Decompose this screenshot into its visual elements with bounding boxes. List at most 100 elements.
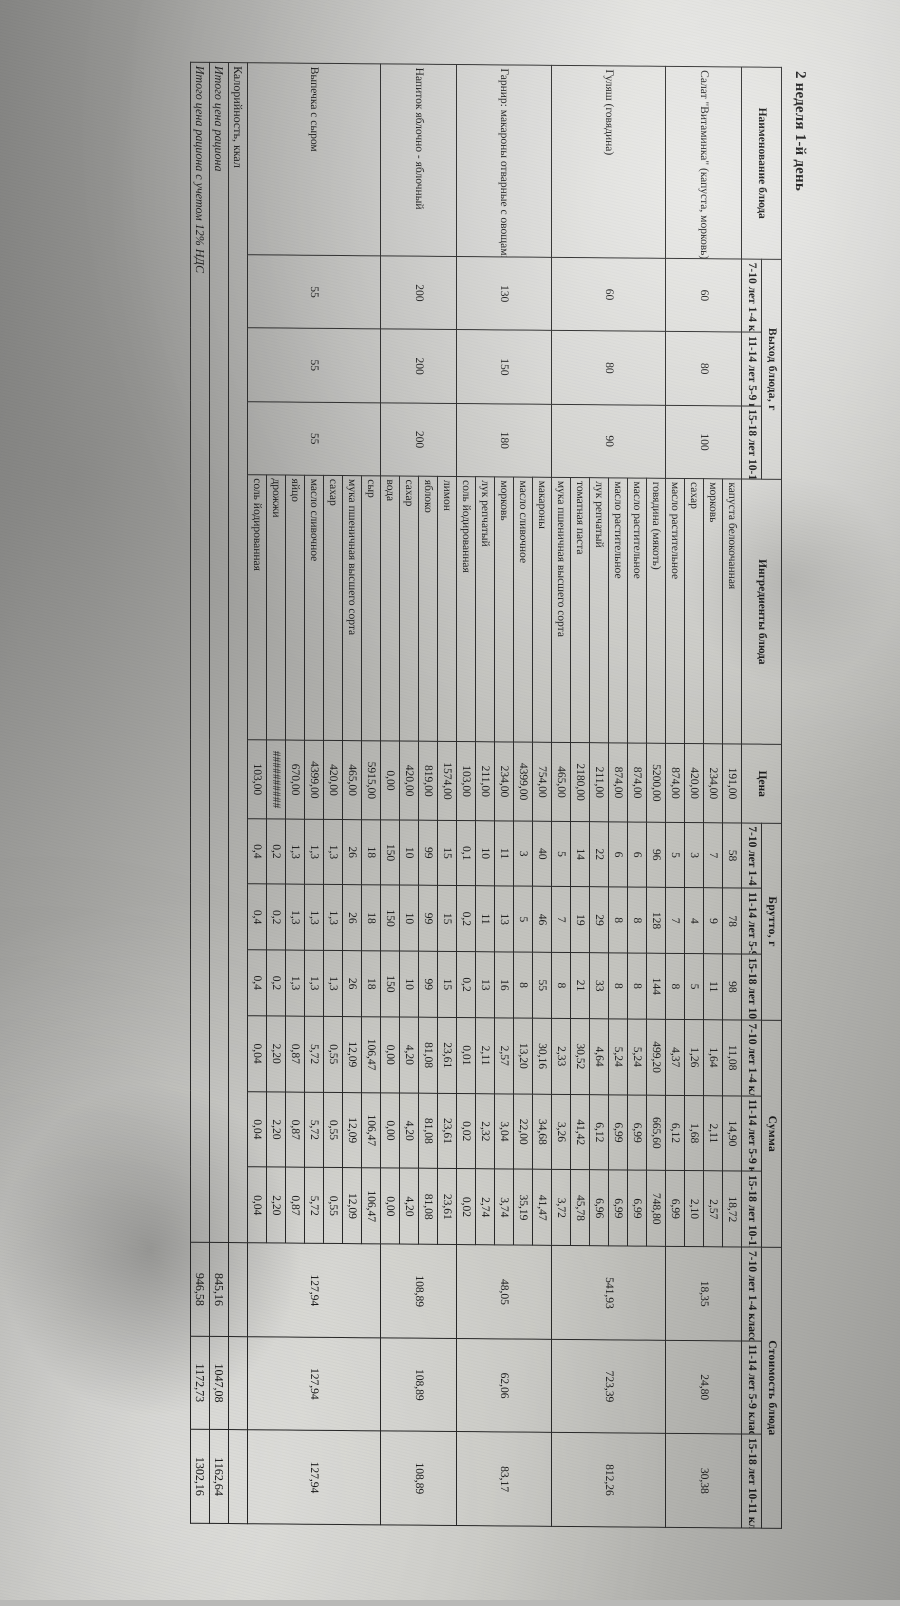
sum-cell: 106,47 xyxy=(361,1016,381,1093)
th-cost-age-2: 11-14 лет 5-9 класс xyxy=(741,1340,762,1435)
ingredient-price-cell: 191,00 xyxy=(722,744,742,823)
sum-cell: 2,57 xyxy=(703,1171,723,1248)
brutto-cell: 26 xyxy=(342,950,362,1017)
brutto-cell: 9 xyxy=(703,888,723,954)
sum-cell: 2,74 xyxy=(475,1169,495,1246)
brutto-cell: 99 xyxy=(418,819,438,886)
dish-cost-cell: 62,06 xyxy=(456,1338,552,1433)
menu-document: 2 неделя 1-й день Наименование блюда Вых… xyxy=(190,62,808,1537)
brutto-cell: 1,3 xyxy=(285,884,305,951)
sum-cell: 12,09 xyxy=(342,1092,362,1169)
output-gram-cell: 60 xyxy=(665,258,742,333)
sum-cell: 2,11 xyxy=(475,1017,495,1094)
summary-label: Калорийность, ккал xyxy=(228,62,248,1244)
sum-cell: 6,12 xyxy=(589,1094,609,1171)
summary-value xyxy=(228,1242,248,1337)
brutto-cell: 144 xyxy=(646,953,666,1020)
output-gram-cell: 80 xyxy=(551,330,666,406)
dish-name-cell: Гарнир: макароны отварные с овощами xyxy=(456,64,552,258)
dish-cost-cell: 127,94 xyxy=(247,1430,381,1525)
brutto-cell: 29 xyxy=(589,887,609,953)
summary-value xyxy=(228,1429,248,1524)
brutto-cell: 1,3 xyxy=(323,884,343,951)
sum-cell: 3,26 xyxy=(551,1094,571,1171)
dish-cost-cell: 108,89 xyxy=(380,1337,457,1432)
ingredient-name-cell: вода xyxy=(380,475,400,742)
brutto-cell: 150 xyxy=(380,885,400,952)
sum-cell: 0,00 xyxy=(380,1092,400,1169)
rotated-document-wrapper: 2 неделя 1-й день Наименование блюда Вых… xyxy=(4,0,900,1606)
ingredient-name-cell: лимон xyxy=(437,476,457,742)
ingredient-price-cell: 4399,00 xyxy=(513,742,533,821)
dish-cost-cell: 127,94 xyxy=(247,1243,381,1338)
brutto-cell: 18 xyxy=(361,819,381,886)
th-sum-age-3: 15-18 лет 10-11 класс xyxy=(741,1171,762,1248)
sum-cell: 3,72 xyxy=(551,1169,571,1246)
th-sum-age-2: 11-14 лет 5-9 класс xyxy=(741,1095,762,1172)
sum-cell: 2,32 xyxy=(475,1093,495,1170)
sum-cell: 0,87 xyxy=(285,1015,305,1092)
sum-cell: 4,20 xyxy=(399,1092,419,1169)
ingredient-price-cell: 0,00 xyxy=(380,741,400,820)
sum-cell: 34,68 xyxy=(532,1093,552,1170)
ingredient-name-cell: яблоко xyxy=(418,476,438,742)
th-sum-age-1: 7-10 лет 1-4 класс xyxy=(741,1019,762,1096)
brutto-cell: 78 xyxy=(722,888,742,955)
sum-cell: 18,72 xyxy=(722,1171,742,1248)
sum-cell: 2,11 xyxy=(703,1095,723,1172)
sum-cell: 6,12 xyxy=(665,1095,685,1171)
summary-value: 1047,08 xyxy=(209,1336,229,1430)
sum-cell: 665,60 xyxy=(646,1094,666,1171)
sum-cell: 13,20 xyxy=(513,1017,533,1094)
brutto-cell: 98 xyxy=(722,953,742,1020)
brutto-cell: 0,4 xyxy=(247,949,267,1016)
sum-cell: 14,90 xyxy=(722,1095,742,1172)
sum-cell: 0,04 xyxy=(247,1167,267,1244)
brutto-cell: 1,3 xyxy=(285,818,305,885)
ingredient-price-cell: 465,00 xyxy=(551,742,571,822)
summary-row: Калорийность, ккал xyxy=(228,62,248,1524)
brutto-cell: 0,2 xyxy=(456,951,476,1018)
brutto-cell: 0,2 xyxy=(266,884,286,951)
sum-cell: 23,61 xyxy=(437,1017,457,1094)
sum-cell: 5,24 xyxy=(627,1018,647,1095)
brutto-cell: 1,3 xyxy=(304,818,324,885)
summary-label: Итого цена рациона с учетом 12% НДС xyxy=(190,62,210,1243)
output-gram-cell: 150 xyxy=(456,329,552,405)
th-brutto-group: Брутто, г xyxy=(761,822,782,1021)
sum-cell: 4,20 xyxy=(399,1016,419,1093)
summary-value: 1302,16 xyxy=(190,1429,210,1524)
output-gram-cell: 80 xyxy=(665,331,742,406)
brutto-cell: 22 xyxy=(589,821,609,888)
ingredient-price-cell: 874,00 xyxy=(665,743,685,823)
ingredient-price-cell: 5200,00 xyxy=(646,743,666,823)
ingredient-price-cell: 420,00 xyxy=(323,740,343,820)
sum-cell: 23,61 xyxy=(437,1168,457,1245)
dish-cost-cell: 127,94 xyxy=(247,1336,381,1432)
sum-cell: 5,72 xyxy=(304,1091,324,1168)
brutto-cell: 1,3 xyxy=(304,884,324,951)
th-output-group: Выход блюда, г xyxy=(761,259,782,480)
th-price: Цена xyxy=(741,744,782,824)
th-brutto-age-2: 11-14 лет 5-9 класс xyxy=(741,888,762,955)
ingredient-name-cell: дрожжи xyxy=(266,474,286,741)
brutto-cell: 18 xyxy=(361,885,381,951)
sum-cell: 0,55 xyxy=(323,1092,343,1169)
sum-cell: 2,57 xyxy=(494,1017,514,1094)
sum-cell: 0,04 xyxy=(247,1015,267,1092)
ingredient-price-cell: 874,00 xyxy=(627,743,647,822)
ingredient-name-cell: соль йодированная xyxy=(247,474,267,741)
ingredient-name-cell: масло сливочное xyxy=(513,476,533,743)
brutto-cell: 0,2 xyxy=(266,818,286,885)
brutto-cell: 5 xyxy=(513,886,533,953)
ingredient-name-cell: масло растительное xyxy=(665,478,685,744)
brutto-cell: 8 xyxy=(608,952,628,1019)
summary-value: 1172,73 xyxy=(190,1336,210,1430)
sum-cell: 1,26 xyxy=(684,1019,704,1096)
brutto-cell: 8 xyxy=(551,952,571,1019)
brutto-cell: 7 xyxy=(551,886,571,953)
ingredient-name-cell: лук репчатый xyxy=(475,476,495,743)
summary-value: 845,16 xyxy=(209,1242,229,1337)
sum-cell: 0,55 xyxy=(323,1167,343,1244)
ingredient-name-cell: масло растительное xyxy=(627,477,647,744)
